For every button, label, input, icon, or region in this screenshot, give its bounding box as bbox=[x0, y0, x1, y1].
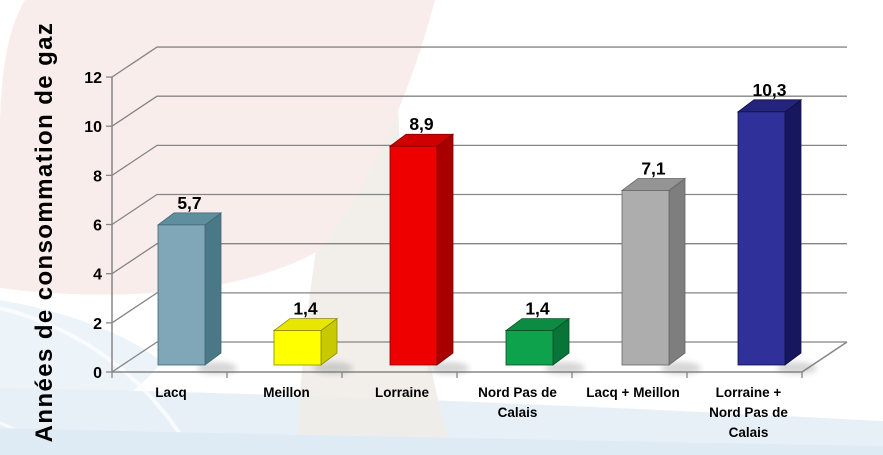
bar-gray: 7,1 bbox=[620, 158, 701, 374]
bar-front-face bbox=[157, 224, 206, 366]
gridline bbox=[111, 243, 847, 275]
category-label: Nord Pas de bbox=[478, 385, 557, 400]
category-label: Lorraine + bbox=[716, 385, 782, 400]
bar-value-label: 8,9 bbox=[409, 114, 434, 134]
y-tick-label: 10 bbox=[84, 119, 102, 136]
gridline bbox=[111, 46, 847, 78]
y-tick-label: 4 bbox=[93, 267, 102, 284]
category-label: Nord Pas de bbox=[709, 405, 788, 420]
category-label: Lacq + Meillon bbox=[586, 385, 679, 400]
category-label: Lacq bbox=[155, 385, 187, 400]
background-pink-wash bbox=[0, 0, 435, 295]
y-tick-label: 12 bbox=[84, 70, 102, 87]
category-label: Calais bbox=[729, 425, 769, 440]
bar-green: 1,4 bbox=[504, 299, 585, 374]
category-label: Meillon bbox=[263, 385, 310, 400]
bar-front-face bbox=[505, 330, 554, 366]
bar-shadow bbox=[661, 362, 701, 374]
bar-shadow bbox=[429, 362, 469, 374]
bar-front-face bbox=[389, 145, 438, 366]
bar-side-face bbox=[784, 99, 802, 366]
background-blue-strip bbox=[0, 428, 883, 455]
gridline bbox=[111, 193, 847, 226]
y-axis-title: Années de consommation de gaz bbox=[31, 22, 58, 443]
gridline bbox=[111, 144, 847, 176]
bar-side-face bbox=[436, 133, 454, 366]
bar-value-label: 5,7 bbox=[177, 193, 201, 213]
bar-value-label: 10,3 bbox=[752, 80, 786, 100]
bar-yellow: 1,4 bbox=[272, 299, 353, 374]
bar-navy: 10,3 bbox=[736, 80, 817, 374]
gridline bbox=[111, 95, 847, 127]
bar-value-label: 1,4 bbox=[293, 299, 318, 319]
category-label: Calais bbox=[498, 405, 538, 420]
bar-shadow bbox=[197, 362, 237, 374]
bar-front-face bbox=[621, 190, 670, 366]
y-tick-label: 6 bbox=[93, 218, 102, 235]
bar-red: 8,9 bbox=[388, 114, 469, 374]
gridline bbox=[111, 292, 847, 324]
category-label: Lorraine bbox=[375, 385, 430, 400]
y-tick-label: 2 bbox=[93, 316, 102, 333]
bar-front-face bbox=[273, 330, 322, 366]
bar-shadow bbox=[777, 362, 817, 374]
bar-side-face bbox=[204, 212, 222, 366]
bar-side-face bbox=[668, 177, 686, 366]
gridline bbox=[111, 341, 847, 373]
y-tick-label: 0 bbox=[93, 365, 102, 382]
bar-shadow bbox=[545, 362, 585, 374]
y-tick-label: 8 bbox=[93, 168, 102, 185]
bar-shadow bbox=[313, 362, 353, 374]
bar-value-label: 7,1 bbox=[641, 158, 666, 178]
bar-front-face bbox=[737, 111, 786, 366]
bar-value-label: 1,4 bbox=[525, 299, 550, 319]
bar-steel-blue: 5,7 bbox=[156, 193, 237, 374]
